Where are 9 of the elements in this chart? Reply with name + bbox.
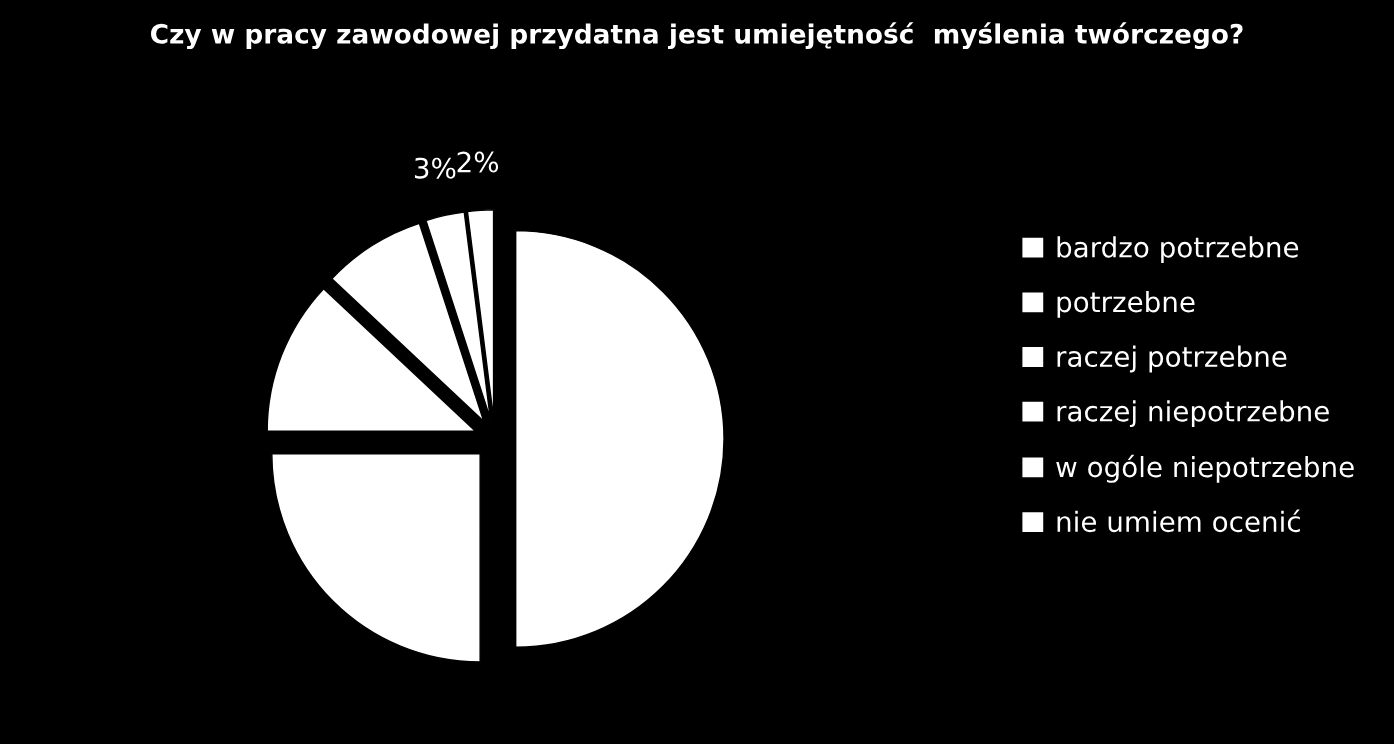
legend-label: bardzo potrzebne [1057, 236, 1299, 264]
legend-label: nie umiem ocenić [1057, 509, 1300, 533]
legend-label: raczej niepotrzebne [1057, 400, 1329, 428]
legend-label: w ogóle niepotrzebne [1056, 454, 1354, 483]
legend-label: potrzebne [1057, 290, 1195, 318]
data-label: 2% [457, 151, 499, 173]
data-label: 3% [414, 157, 456, 179]
legend-label: raczej potrzebne [1057, 345, 1287, 373]
chart-title: Czy w pracy zawodowej przydatna jest umiejętność myślenia twórczego? [151, 22, 1243, 50]
